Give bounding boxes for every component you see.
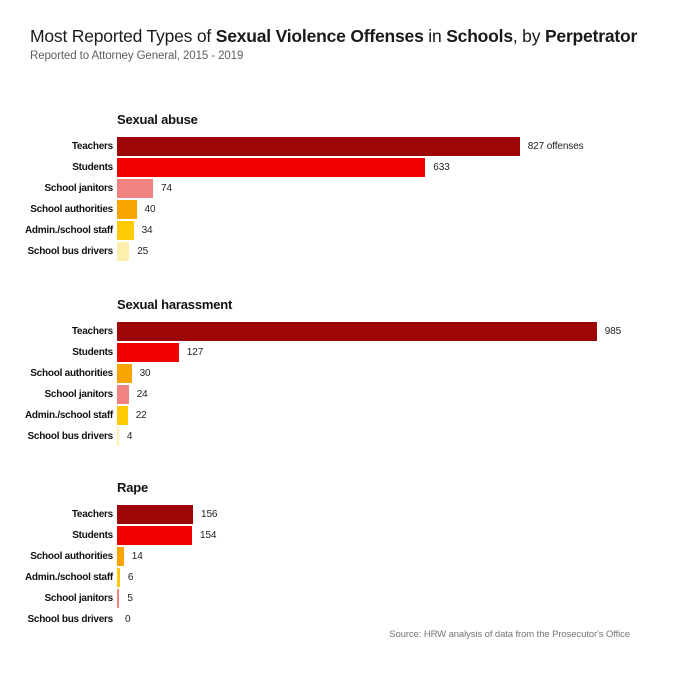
- chart-group-title: Rape: [117, 480, 148, 495]
- bar-value: 633: [433, 162, 450, 173]
- bar-value: 156: [201, 509, 218, 520]
- bar-category-label: School authorities: [30, 368, 113, 379]
- bar-row: Students 154: [30, 526, 690, 545]
- bar-row: Teachers 156: [30, 505, 690, 524]
- bar-row: School janitors 74: [30, 179, 690, 198]
- bar: [117, 364, 132, 383]
- bar-category-label: Admin./school staff: [24, 410, 113, 421]
- bar: [117, 158, 426, 177]
- bar-value: 25: [137, 246, 149, 257]
- bar: [117, 322, 597, 341]
- bar-value: 0: [125, 614, 131, 625]
- bar: [117, 221, 134, 240]
- bar-row: School authorities 40: [30, 200, 690, 219]
- bar-row: School janitors 5: [30, 589, 690, 608]
- bar-row: School bus drivers 25: [27, 242, 690, 261]
- bar: [117, 589, 120, 608]
- bar-row: School authorities 14: [30, 547, 690, 566]
- bar-category-label: School janitors: [44, 183, 114, 194]
- bar-row: Admin./school staff 22: [24, 406, 690, 425]
- bar-value: 30: [139, 368, 151, 379]
- bar-row: Admin./school staff 34: [24, 221, 690, 240]
- bar-category-label: School bus drivers: [27, 246, 113, 257]
- bar-category-label: Teachers: [71, 326, 113, 337]
- bar: [117, 242, 130, 261]
- bar-row: School bus drivers 4: [27, 427, 690, 446]
- bar: [117, 137, 520, 156]
- bar-value: 5: [127, 593, 133, 604]
- page-subtitle: Reported to Attorney General, 2015 - 201…: [30, 50, 244, 62]
- bar-category-label: School authorities: [30, 551, 113, 562]
- bar-row: Admin./school staff 6: [24, 568, 690, 587]
- bar: [117, 385, 129, 404]
- bar-category-label: Admin./school staff: [24, 572, 113, 583]
- bar-value: 24: [136, 389, 148, 400]
- bar-category-label: Admin./school staff: [24, 225, 113, 236]
- bar-category-label: Students: [72, 162, 113, 173]
- bar-category-label: School janitors: [44, 593, 114, 604]
- chart-group: Sexual harassment Teachers 985 Students 127 S…: [24, 296, 690, 448]
- chart-group: Sexual abuse Teachers 827 offenses Students…: [24, 111, 690, 263]
- bar-category-label: School authorities: [30, 204, 113, 215]
- bar-category-label: School bus drivers: [27, 431, 113, 442]
- page-title: Most Reported Types of Sexual Violence O…: [30, 26, 637, 47]
- bar-value: 14: [131, 551, 143, 562]
- chart-group: Rape Teachers 156 Students 154 School authori…: [24, 479, 690, 631]
- bar-value: 827 offenses: [527, 141, 584, 152]
- chart-group-title: Sexual abuse: [117, 112, 198, 127]
- bar-row: Teachers 985: [30, 322, 690, 341]
- bar-value: 4: [126, 431, 133, 442]
- title-segment: , by: [512, 26, 545, 46]
- bar-row: School authorities 30: [30, 364, 690, 383]
- bar-value: 74: [161, 183, 172, 194]
- bar: [117, 179, 153, 198]
- title-segment: Perpetrator: [544, 26, 638, 46]
- bar-row: School bus drivers 0: [27, 610, 690, 629]
- bar-value: 127: [186, 347, 204, 358]
- bar-row: Teachers 827 offenses: [30, 137, 690, 156]
- bar-category-label: Teachers: [71, 509, 113, 520]
- bar: [117, 427, 119, 446]
- bar-row: School janitors 24: [30, 385, 690, 404]
- bar: [117, 406, 128, 425]
- bar-value: 154: [200, 530, 217, 541]
- bar-row: Students 633: [30, 158, 690, 177]
- bar-value: 34: [141, 225, 153, 236]
- bar-category-label: Teachers: [71, 141, 113, 152]
- bar-value: 22: [135, 410, 147, 421]
- bar-category-label: Students: [72, 347, 113, 358]
- bar-value: 40: [144, 204, 156, 215]
- bar-value: 6: [127, 572, 134, 583]
- title-segment: in: [423, 26, 447, 46]
- bar: [117, 526, 192, 545]
- bar-category-label: School janitors: [44, 389, 114, 400]
- bar: [117, 200, 137, 219]
- chart-group-title: Sexual harassment: [117, 297, 233, 312]
- title-segment: Sexual Violence Offenses: [215, 26, 424, 46]
- bar-value: 985: [604, 326, 622, 337]
- title-segment: Most Reported Types of: [30, 26, 216, 46]
- title-segment: Schools: [446, 26, 513, 46]
- bar-row: Students 127: [30, 343, 690, 362]
- bar-category-label: School bus drivers: [27, 614, 113, 625]
- bar: [117, 343, 179, 362]
- bar: [117, 505, 193, 524]
- bar: [117, 547, 124, 566]
- bar-category-label: Students: [72, 530, 113, 541]
- bar: [117, 568, 120, 587]
- source-note: Source: HRW analysis of data from the Pr…: [389, 629, 630, 640]
